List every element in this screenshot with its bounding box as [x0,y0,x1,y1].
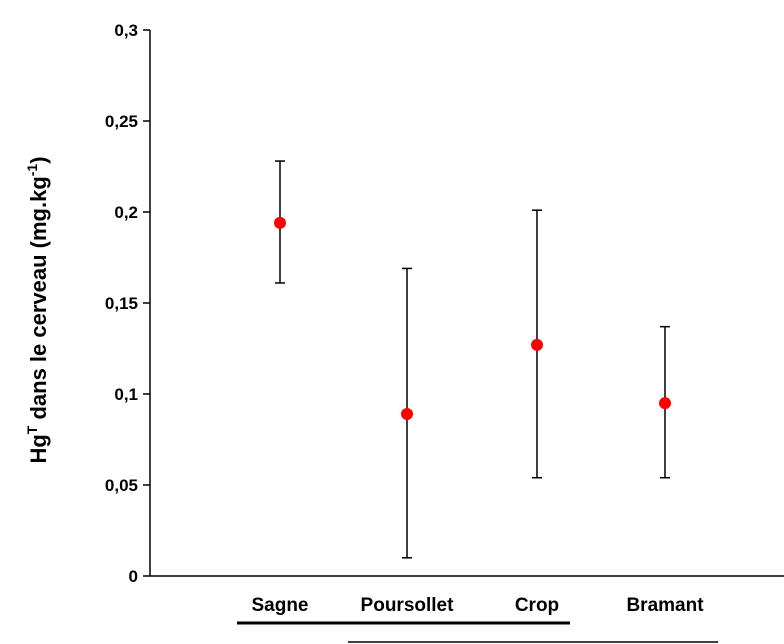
y-tick-label: 0,2 [114,203,138,222]
y-axis-title: HgT dans le cerveau (mg.kg-1) [24,156,51,463]
x-category-label: Sagne [251,595,308,616]
y-tick-label: 0,15 [105,294,138,313]
y-tick-label: 0,25 [105,112,138,131]
y-axis-title-rest: dans le cerveau (mg.kg [26,176,51,425]
y-tick-label: 0,3 [114,21,138,40]
error-bars [275,160,670,559]
x-category-label: Poursollet [361,595,455,616]
y-ticks: 0 0,05 0,1 0,15 0,2 0,25 0,3 [105,21,150,586]
data-point [531,338,543,351]
data-point [401,408,413,421]
data-point [274,216,286,229]
y-axis-title-sup: T [24,425,40,434]
y-axis-title-base: Hg [26,434,51,463]
y-tick-label: 0,05 [105,476,138,495]
data-points [274,216,671,421]
y-tick-label: 0 [129,567,138,586]
x-category-label: Bramant [626,595,704,616]
data-point [659,397,671,410]
y-axis-title-close: ) [26,156,51,163]
x-category-label: Crop [515,595,559,616]
y-tick-label: 0,1 [114,385,138,404]
x-category-labels: Sagne Poursollet Crop Bramant [251,595,704,616]
y-axis-title-exp: -1 [24,164,40,177]
